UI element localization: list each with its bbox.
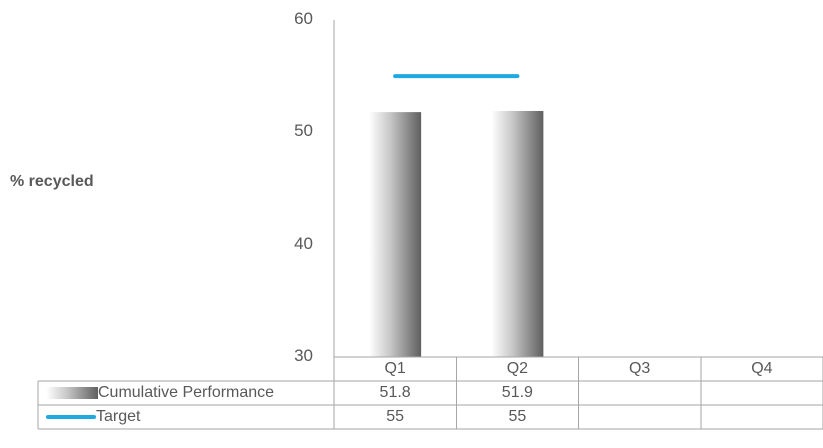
legend-entry-target: Target: [46, 406, 140, 428]
legend-key: [46, 386, 98, 399]
bar-q2: [491, 110, 544, 358]
y-axis-label: % recycled: [10, 173, 94, 190]
x-category-label: Q2: [506, 360, 529, 377]
x-category-label: Q4: [751, 360, 773, 377]
data-table-cell: 51.8: [379, 384, 411, 401]
y-tick-label: 60: [294, 9, 313, 28]
y-tick-label: 40: [294, 233, 313, 253]
legend-key: [46, 414, 96, 419]
legend-label: Target: [96, 408, 141, 425]
data-table-cell: 51.9: [501, 384, 533, 401]
x-category-label: Q3: [628, 360, 651, 377]
legend-label: Cumulative Performance: [98, 384, 275, 401]
legend-entry-cumulative-performance: Cumulative Performance: [46, 382, 274, 404]
bar-q1: [369, 112, 422, 357]
x-category-label: Q1: [384, 360, 406, 377]
data-table-cell: 55: [508, 408, 527, 425]
y-tick-label: 50: [294, 121, 313, 141]
data-table-cell: 55: [386, 408, 405, 425]
y-tick-label: 30: [294, 346, 313, 365]
